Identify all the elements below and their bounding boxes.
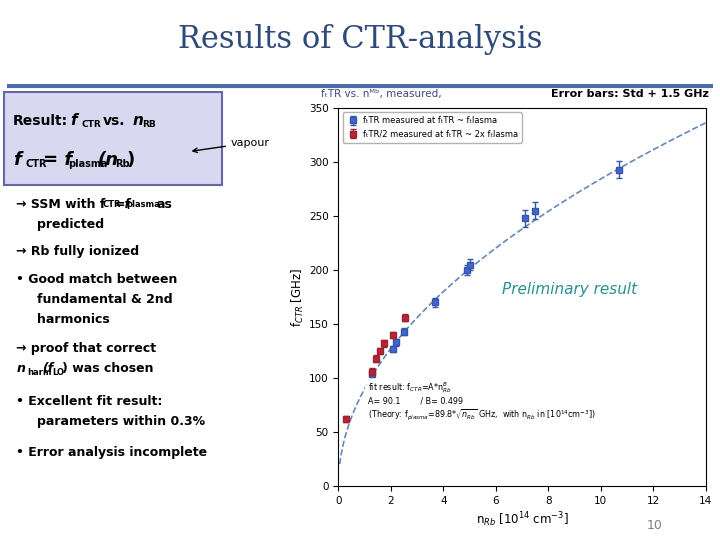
Text: = f: = f [43, 151, 73, 170]
Legend: fₜTR measured at fₜTR ~ fₜlasma, fₜTR/2 measured at fₜTR ~ 2x fₜlasma: fₜTR measured at fₜTR ~ fₜlasma, fₜTR/2 … [343, 112, 522, 143]
Text: → proof that correct: → proof that correct [17, 342, 156, 355]
Text: plasma: plasma [127, 200, 161, 209]
Text: vapour: vapour [193, 138, 270, 152]
Text: CTR: CTR [102, 200, 121, 209]
Text: =f: =f [114, 198, 130, 211]
Text: harmonics: harmonics [37, 313, 110, 326]
Text: Result:: Result: [13, 113, 68, 127]
Text: CTR: CTR [81, 120, 101, 129]
Text: LO: LO [53, 368, 65, 376]
Text: CTR: CTR [25, 159, 47, 169]
Text: fundamental & 2nd: fundamental & 2nd [37, 293, 173, 306]
Text: harm: harm [27, 368, 51, 376]
Text: → Rb fully ionized: → Rb fully ionized [17, 245, 140, 258]
Text: RB: RB [143, 120, 156, 129]
Text: fit result: f$_{CTR}$=A*n$_{Rb}^{B}$
A= 90.1        / B= 0.499
(Theory: f$_{plas: fit result: f$_{CTR}$=A*n$_{Rb}^{B}$ A= … [368, 380, 595, 423]
Text: 10: 10 [647, 519, 662, 532]
Text: → SSM with f: → SSM with f [17, 198, 106, 211]
FancyBboxPatch shape [4, 92, 222, 185]
X-axis label: n$_{Rb}$ [10$^{14}$ cm$^{-3}$]: n$_{Rb}$ [10$^{14}$ cm$^{-3}$] [475, 510, 569, 529]
Y-axis label: f$_{CTR}$ [GHz]: f$_{CTR}$ [GHz] [290, 267, 306, 327]
Text: (f: (f [42, 362, 53, 375]
Text: predicted: predicted [37, 218, 104, 231]
Text: f: f [13, 151, 21, 170]
Text: parameters within 0.3%: parameters within 0.3% [37, 415, 206, 428]
Text: Preliminary result: Preliminary result [502, 282, 637, 297]
Text: Error bars: Std + 1.5 GHz: Error bars: Std + 1.5 GHz [551, 90, 708, 99]
Text: • Good match between: • Good match between [17, 273, 178, 287]
Text: Rb: Rb [115, 159, 130, 169]
Text: • Excellent fit result:: • Excellent fit result: [17, 395, 163, 408]
Text: n: n [132, 113, 143, 128]
Text: plasma: plasma [68, 159, 107, 169]
Text: Results of CTR-analysis: Results of CTR-analysis [178, 24, 542, 55]
Text: as: as [157, 198, 173, 211]
Text: n: n [17, 362, 25, 375]
Text: vs.: vs. [102, 113, 125, 127]
Text: fₜTR vs. nᴹᵇ, measured,: fₜTR vs. nᴹᵇ, measured, [321, 90, 441, 99]
Text: • Error analysis incomplete: • Error analysis incomplete [17, 446, 207, 459]
Text: f: f [71, 113, 77, 128]
Text: ): ) [127, 151, 135, 170]
Text: ) was chosen: ) was chosen [62, 362, 153, 375]
Text: (n: (n [98, 151, 119, 170]
